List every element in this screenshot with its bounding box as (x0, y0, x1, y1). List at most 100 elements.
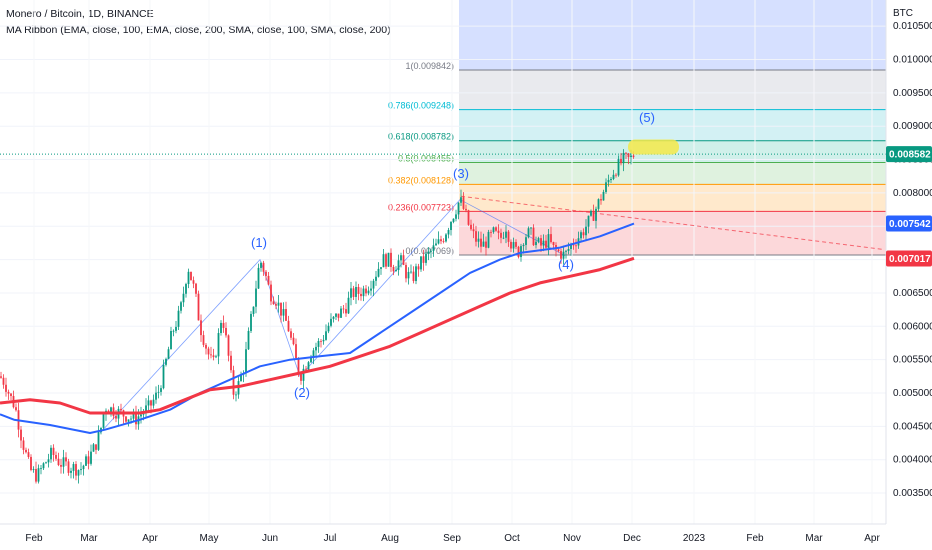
candle-body (337, 313, 340, 318)
candle-body (82, 465, 85, 470)
candle-body (282, 309, 285, 316)
candle-body (212, 355, 215, 358)
candle-body (400, 255, 402, 261)
candle-body (407, 271, 410, 279)
candle-body (250, 313, 252, 331)
x-tick-label: Apr (142, 533, 158, 544)
candle-body (22, 440, 25, 450)
price-tag-label: 0.007542 (889, 219, 931, 230)
candle-body (610, 179, 612, 181)
candle-body (562, 251, 565, 259)
y-tick-label: 0.005000 (893, 388, 932, 399)
x-tick-label: Jul (324, 533, 337, 544)
candle-body (310, 357, 312, 363)
candle-body (27, 452, 30, 457)
candle-body (312, 350, 315, 358)
candle-body (90, 451, 92, 464)
candle-body (362, 288, 365, 297)
ema-200-line (0, 256, 635, 415)
candle-body (300, 374, 302, 381)
candle-body (565, 250, 567, 252)
candle-body (280, 302, 282, 316)
candle-body (395, 270, 397, 272)
candle-body (542, 240, 545, 246)
x-tick-label: Nov (563, 533, 581, 544)
y-tick-label: 0.006000 (893, 321, 932, 332)
candle-body (120, 408, 122, 411)
fib-label: 0.786(0.009248) (388, 101, 454, 111)
candle-body (380, 267, 382, 269)
candle-body (392, 266, 395, 272)
candle-body (257, 267, 260, 289)
price-tag-box (886, 250, 932, 267)
candle-body (325, 331, 327, 340)
candle-body (275, 304, 277, 306)
fib-retracement[interactable]: 1(0.009842) 0.786(0.009248) 0.618(0.008782… (388, 0, 886, 256)
candle-body (57, 458, 60, 466)
dashed-trend-line (460, 195, 885, 251)
candle-body (472, 229, 475, 232)
candle-body (150, 400, 152, 406)
candle-body (162, 364, 165, 389)
candle-body (510, 241, 512, 249)
candle-body (370, 288, 372, 291)
candle-body (462, 197, 465, 209)
candle-body (225, 327, 227, 336)
candle-body (545, 240, 547, 248)
candle-body (497, 230, 500, 233)
candle-body (465, 208, 467, 211)
price-tag: 0.007542 (886, 215, 932, 232)
candle-body (560, 251, 562, 259)
candle-body (355, 286, 357, 297)
candle-body (625, 152, 627, 154)
candle-body (372, 280, 375, 289)
candle-body (37, 468, 40, 482)
candle-body (197, 293, 200, 321)
candle-body (525, 237, 527, 245)
y-tick-label: 0.009500 (893, 88, 932, 99)
candle-body (277, 302, 280, 306)
candle-body (155, 392, 157, 400)
y-tick-label: 0.010500 (893, 21, 932, 32)
candle-body (47, 459, 50, 463)
candle-body (130, 418, 132, 420)
y-tick-label: 0.009000 (893, 121, 932, 132)
indicator-legend[interactable]: MA Ribbon (EMA, close, 100, EMA, close, … (6, 24, 391, 36)
candle-body (140, 414, 142, 417)
candle-body (132, 413, 135, 419)
candle-body (412, 271, 415, 282)
candle-body (390, 252, 392, 267)
candle-body (25, 449, 27, 453)
candle-body (45, 462, 47, 464)
candle-body (442, 241, 445, 242)
candle-body (255, 288, 257, 307)
y-tick-label: 0.006500 (893, 288, 932, 299)
candle-body (527, 228, 530, 238)
candle-body (15, 407, 17, 411)
candle-body (180, 302, 182, 311)
candle-body (65, 457, 67, 462)
candle-body (620, 158, 622, 164)
candle-body (10, 393, 12, 397)
wave-label: (1) (251, 235, 267, 250)
candle-body (420, 256, 422, 270)
candle-body (170, 330, 172, 350)
ema-100-line (0, 222, 635, 434)
candle-body (152, 399, 155, 406)
candle-body (515, 242, 517, 247)
candle-body (357, 286, 360, 294)
candle-body (622, 152, 625, 164)
fib-label: 0(0.007069) (405, 246, 454, 256)
candle-body (292, 337, 295, 345)
candle-body (315, 346, 317, 351)
x-tick-label: Jun (262, 533, 278, 544)
candle-body (600, 199, 602, 201)
wave-path (99, 199, 566, 434)
candle-body (302, 368, 305, 381)
candle-body (537, 238, 540, 242)
fib-zone (459, 211, 886, 255)
y-tick-label: 0.003500 (893, 488, 932, 499)
candle-body (505, 231, 507, 238)
